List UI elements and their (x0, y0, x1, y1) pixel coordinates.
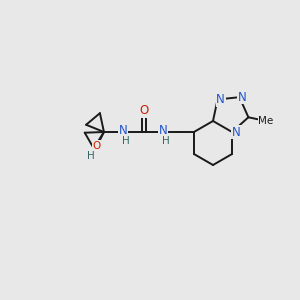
Text: Me: Me (258, 116, 274, 126)
Text: H: H (87, 151, 95, 161)
Text: N: N (216, 93, 225, 106)
Text: O: O (93, 141, 101, 151)
Text: O: O (139, 104, 148, 118)
Text: N: N (159, 124, 167, 137)
Text: N: N (118, 124, 127, 137)
Text: H: H (162, 136, 170, 146)
Text: H: H (122, 136, 130, 146)
Text: N: N (238, 91, 247, 104)
Text: N: N (232, 125, 240, 139)
